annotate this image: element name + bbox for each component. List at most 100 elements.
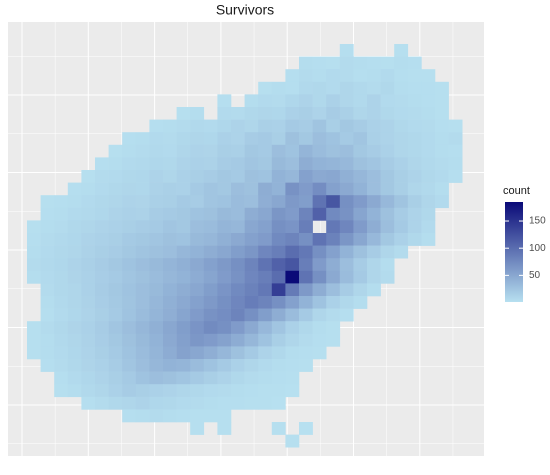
cell [244, 396, 259, 410]
cell [54, 207, 69, 221]
cell [353, 258, 368, 272]
cell [135, 321, 150, 335]
cell [244, 144, 259, 158]
cell [421, 94, 436, 108]
cell [339, 207, 354, 221]
cell [394, 182, 409, 196]
cell [217, 371, 232, 385]
cell [244, 283, 259, 297]
cell [135, 182, 150, 196]
cell [258, 296, 273, 309]
cell [176, 321, 191, 335]
cell [258, 157, 273, 171]
cell [448, 119, 463, 133]
cell [40, 270, 55, 284]
cell [203, 396, 218, 410]
cell [435, 94, 449, 108]
cell [108, 371, 123, 385]
cell [81, 270, 96, 284]
cell [285, 346, 300, 360]
cell [421, 170, 436, 183]
cell [176, 384, 191, 398]
cell [231, 233, 245, 246]
cell [231, 132, 245, 146]
cell [176, 359, 191, 372]
cell [163, 245, 177, 259]
cell [421, 207, 436, 221]
cell [285, 81, 300, 95]
cell [203, 409, 218, 423]
cell [135, 296, 150, 309]
cell [285, 359, 300, 372]
cell [353, 270, 368, 284]
cell [271, 396, 286, 410]
cell [190, 409, 205, 423]
cell [67, 270, 82, 284]
cell [353, 56, 368, 70]
cell [176, 207, 191, 221]
cell [135, 170, 150, 183]
cell [435, 119, 449, 133]
cell [149, 144, 164, 158]
cell [299, 56, 313, 70]
cell [285, 170, 300, 183]
cell [95, 207, 109, 221]
cell [67, 233, 82, 246]
cell [176, 258, 191, 272]
cell [353, 283, 368, 297]
cell [380, 132, 395, 146]
cell [407, 119, 422, 133]
cell [108, 359, 123, 372]
cell [176, 144, 191, 158]
cell [40, 346, 55, 360]
cell [407, 157, 422, 171]
cell [299, 346, 313, 360]
cell [190, 283, 205, 297]
cell [285, 195, 300, 209]
cell [326, 245, 341, 259]
cell [135, 346, 150, 360]
cell [135, 308, 150, 322]
cell [299, 81, 313, 95]
cell [285, 157, 300, 171]
cell [380, 258, 395, 272]
cell [27, 333, 41, 347]
cell [271, 170, 286, 183]
cell [312, 207, 327, 221]
cell [407, 233, 422, 246]
cell [380, 69, 395, 83]
cell [312, 132, 327, 146]
cell [54, 384, 69, 398]
cell [95, 296, 109, 309]
cell [258, 283, 273, 297]
cell [285, 308, 300, 322]
legend-title: count [503, 185, 530, 197]
cell [217, 157, 232, 171]
cell [380, 94, 395, 108]
cell [339, 195, 354, 209]
cell [190, 119, 205, 133]
cell [217, 144, 232, 158]
cell [367, 283, 381, 297]
cell [244, 233, 259, 246]
cell [231, 220, 245, 234]
cell [95, 157, 109, 171]
cell [244, 182, 259, 196]
cell [122, 157, 137, 171]
cell [67, 321, 82, 335]
cell [271, 270, 286, 284]
cell [122, 270, 137, 284]
cell [176, 182, 191, 196]
cell [394, 245, 409, 259]
cell [122, 396, 137, 410]
cell [81, 333, 96, 347]
cell [231, 359, 245, 372]
cell [244, 333, 259, 347]
cell [81, 283, 96, 297]
cell [203, 296, 218, 309]
cell [149, 220, 164, 234]
cell [421, 107, 436, 120]
cell [108, 182, 123, 196]
cell [203, 384, 218, 398]
cell [244, 296, 259, 309]
